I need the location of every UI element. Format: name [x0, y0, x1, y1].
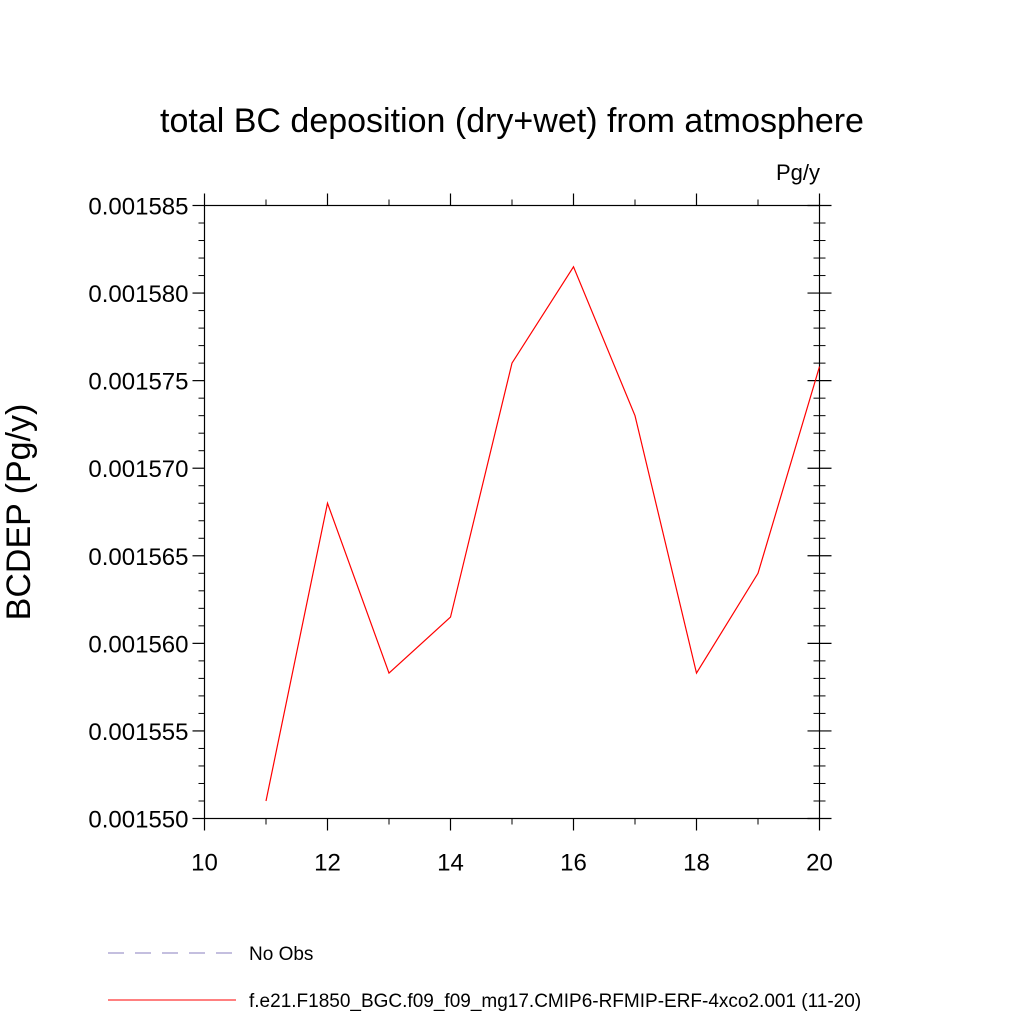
plot-frame: [203, 204, 821, 820]
x-tick-label: 18: [683, 850, 710, 877]
y-tick-label: 0.001560: [88, 631, 188, 658]
legend: No Obs f.e21.F1850_BGC.f09_f09_mg17.CMIP6…: [108, 944, 861, 1012]
tick-labels: 10 12 14 16 18 20 0.001550 0.001555 0.001560 0.00…: [88, 194, 832, 877]
series-line: [265, 265, 821, 802]
chart-title: total BC deposition (dry+wet) from atmos…: [160, 102, 864, 140]
y-tick-label: 0.001580: [88, 281, 188, 308]
y-axis-label: BCDEP (Pg/y): [0, 404, 38, 621]
y-tick-label: 0.001565: [88, 544, 188, 571]
axis-ticks: [192, 193, 832, 831]
y-tick-label: 0.001575: [88, 369, 188, 396]
series-layer: [265, 265, 821, 802]
legend-label: f.e21.F1850_BGC.f09_f09_mg17.CMIP6-RFMIP…: [249, 991, 861, 1012]
y-tick-label: 0.001550: [88, 807, 188, 834]
x-tick-label: 14: [437, 850, 464, 877]
x-tick-label: 12: [314, 850, 341, 877]
x-tick-label: 10: [191, 850, 218, 877]
y-tick-label: 0.001585: [88, 194, 188, 221]
units-label: Pg/y: [776, 160, 820, 185]
legend-label: No Obs: [249, 944, 313, 965]
x-tick-label: 20: [806, 850, 833, 877]
y-tick-label: 0.001570: [88, 456, 188, 483]
x-tick-label: 16: [560, 850, 587, 877]
y-tick-label: 0.001555: [88, 719, 188, 746]
